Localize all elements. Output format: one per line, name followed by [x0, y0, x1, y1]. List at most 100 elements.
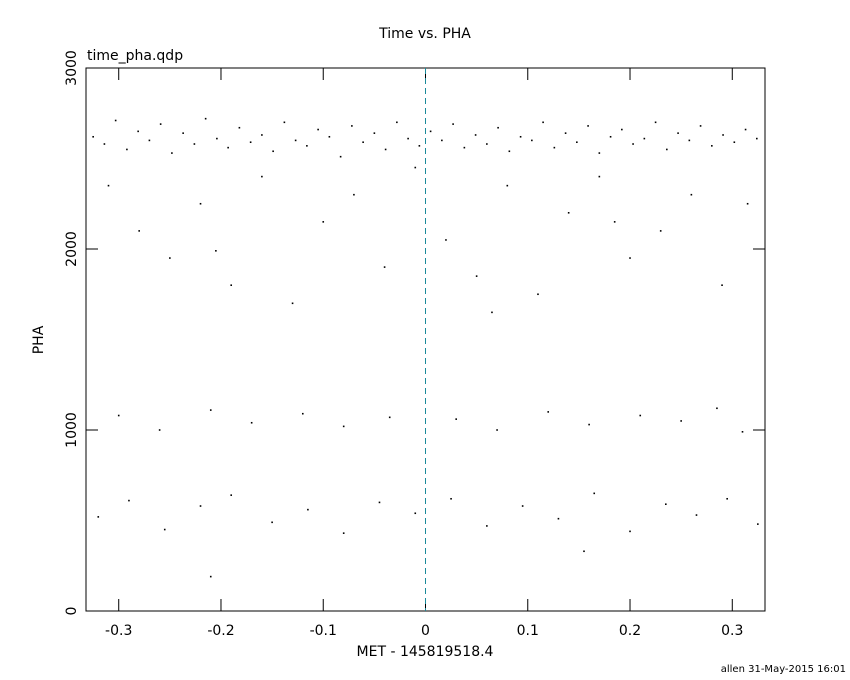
point: [103, 143, 106, 145]
point: [169, 257, 171, 259]
point: [452, 123, 454, 125]
point: [741, 431, 744, 433]
point: [508, 150, 511, 153]
point: [114, 119, 117, 122]
point: [342, 425, 345, 428]
point: [699, 125, 702, 127]
point: [158, 429, 161, 431]
point: [547, 411, 550, 413]
point: [418, 145, 421, 147]
point: [362, 141, 364, 144]
point: [230, 494, 233, 496]
footer: allen 31-May-2015 16:01: [721, 664, 846, 675]
point: [353, 193, 355, 196]
point: [654, 121, 657, 124]
point: [328, 135, 331, 138]
point: [291, 302, 294, 305]
point: [414, 512, 417, 515]
point: [567, 212, 570, 214]
point: [199, 505, 202, 507]
point: [199, 202, 202, 205]
point: [613, 221, 616, 223]
point: [629, 257, 631, 259]
point: [138, 230, 140, 232]
point: [148, 139, 151, 142]
point: [463, 146, 466, 149]
point: [474, 134, 477, 136]
point: [126, 148, 128, 151]
point: [301, 412, 304, 415]
point: [722, 134, 724, 136]
point: [593, 492, 596, 495]
point: [598, 152, 601, 154]
point: [396, 121, 398, 124]
point: [97, 516, 100, 518]
point: [339, 155, 342, 158]
point: [486, 143, 488, 145]
x-axis-label: MET - 145819518.4: [357, 644, 494, 660]
y-tick-label: 2000: [64, 231, 80, 267]
x-tick-label: 0.3: [721, 623, 743, 639]
point: [306, 145, 308, 147]
point: [583, 550, 585, 553]
point: [711, 145, 713, 147]
point: [159, 123, 162, 125]
point: [307, 508, 309, 511]
point: [496, 429, 498, 431]
point: [322, 221, 325, 223]
point: [726, 497, 728, 500]
point: [497, 126, 499, 129]
point: [564, 132, 567, 134]
point: [587, 125, 589, 127]
x-tick-label: -0.2: [207, 623, 234, 639]
point: [230, 284, 233, 286]
point: [677, 132, 679, 134]
x-tick-label: 0: [421, 623, 430, 639]
point: [92, 135, 94, 138]
point: [521, 505, 524, 507]
point: [680, 420, 682, 422]
point: [373, 132, 376, 134]
point: [388, 416, 391, 419]
point: [171, 152, 173, 154]
point: [249, 141, 252, 144]
point: [238, 126, 241, 129]
point: [576, 141, 578, 144]
point: [193, 143, 196, 145]
point: [506, 184, 509, 187]
point: [445, 239, 447, 241]
point: [261, 134, 263, 136]
y-axis-label: PHA: [31, 325, 47, 354]
point: [491, 311, 493, 314]
point: [209, 575, 212, 578]
x-tick-label: -0.3: [105, 623, 132, 639]
point: [182, 132, 184, 134]
point: [757, 523, 759, 525]
point: [486, 525, 488, 527]
chart-subtitle: time_pha.qdp: [87, 48, 183, 64]
point: [215, 250, 217, 252]
point: [643, 137, 646, 140]
point: [690, 193, 693, 196]
point: [294, 139, 297, 142]
point: [271, 521, 273, 524]
point: [632, 143, 634, 145]
point: [716, 407, 718, 410]
point: [163, 528, 166, 531]
point: [117, 414, 120, 417]
point: [621, 128, 623, 131]
point: [588, 423, 590, 426]
point: [455, 418, 457, 420]
point: [666, 148, 668, 151]
point: [629, 530, 631, 533]
point: [609, 135, 612, 138]
point: [746, 202, 749, 205]
point: [204, 117, 207, 120]
point: [542, 121, 544, 124]
point: [537, 293, 539, 296]
point: [414, 166, 417, 169]
point: [250, 421, 253, 424]
point: [441, 139, 443, 142]
y-tick-label: 1000: [64, 412, 80, 448]
